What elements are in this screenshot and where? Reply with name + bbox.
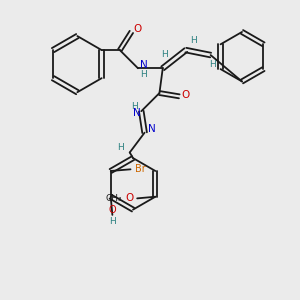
Text: O: O [182,90,190,100]
Text: H: H [209,61,216,70]
Text: N: N [140,60,148,70]
Text: H: H [190,36,196,45]
Text: N: N [133,108,140,118]
Text: O: O [125,194,134,203]
Text: H: H [109,217,116,226]
Text: Br: Br [135,164,146,174]
Text: O: O [109,205,116,215]
Text: CH₃: CH₃ [106,194,122,203]
Text: H: H [161,50,168,59]
Text: O: O [133,24,141,34]
Text: H: H [130,102,137,111]
Text: H: H [141,70,147,80]
Text: H: H [117,143,124,152]
Text: N: N [148,124,156,134]
